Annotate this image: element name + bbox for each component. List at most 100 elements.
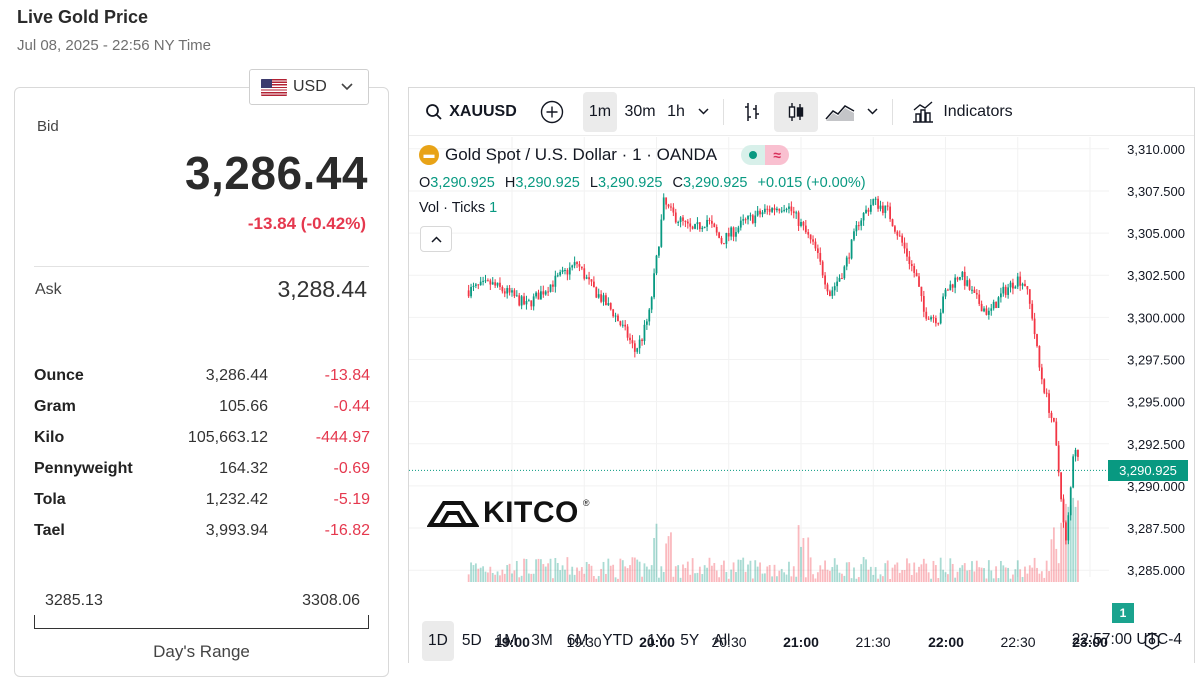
volume-bar <box>573 574 576 582</box>
range-3m-button[interactable]: 3M <box>525 621 559 661</box>
candle-body <box>1036 334 1038 347</box>
volume-bar <box>682 564 684 582</box>
volume-bar <box>732 562 735 582</box>
volume-bar <box>973 571 976 582</box>
candle-body <box>520 296 523 306</box>
candle-body <box>501 286 504 292</box>
candle-body <box>956 277 959 280</box>
candle-body <box>819 252 822 262</box>
volume-bar <box>971 561 973 582</box>
volume-bar <box>865 559 867 582</box>
indicators-icon <box>913 100 934 123</box>
open-value: 3,290.925 <box>430 175 495 191</box>
volume-bar <box>898 572 901 582</box>
volume-bar <box>612 564 615 582</box>
candle-body <box>744 219 747 221</box>
currency-select[interactable]: USD <box>249 69 369 105</box>
volume-bar <box>978 567 981 582</box>
candle-body <box>633 343 636 352</box>
interval-1m-button[interactable]: 1m <box>583 91 617 132</box>
candle-body <box>643 324 646 342</box>
candle-body <box>1040 367 1043 380</box>
candle-body <box>1014 286 1017 289</box>
volume-bar <box>621 560 624 582</box>
plus-circle-icon <box>540 100 564 123</box>
candle-body <box>1033 318 1036 335</box>
volume-bar <box>525 559 528 582</box>
candle-body <box>865 209 867 213</box>
price-tick-label: 3,307.500 <box>1127 184 1185 199</box>
volume-bar <box>884 563 887 582</box>
indicators-button[interactable]: Indicators <box>903 92 1021 132</box>
range-5y-button[interactable]: 5Y <box>674 621 705 661</box>
range-5d-button[interactable]: 5D <box>456 621 488 661</box>
area-chart-type-button[interactable] <box>818 92 862 132</box>
volume-bar <box>658 577 660 582</box>
chart-area[interactable]: 3,310.000 3,307.500 3,305.000 3,302.500 3,30… <box>409 137 1196 650</box>
candle-body <box>506 288 509 294</box>
candle-body <box>898 235 901 237</box>
candle-body <box>658 246 660 256</box>
page-title: Live Gold Price <box>17 7 149 27</box>
candle-body <box>665 197 668 205</box>
range-6m-button[interactable]: 6M <box>561 621 595 661</box>
candle-body <box>826 284 829 292</box>
range-all-button[interactable]: All <box>707 621 736 661</box>
volume-bar <box>537 558 540 582</box>
chart-clock[interactable]: 22:57:00 UTC-4 <box>1071 631 1182 648</box>
compare-symbol-button[interactable] <box>527 92 577 132</box>
interval-1h-button[interactable]: 1h <box>661 92 691 132</box>
candle-body <box>997 297 1000 308</box>
range-1d-button[interactable]: 1D <box>422 621 454 661</box>
candle-body <box>807 232 810 235</box>
candle-body <box>648 309 651 322</box>
candle-body <box>1067 515 1070 541</box>
candle-body <box>595 287 598 298</box>
candle-body <box>474 284 477 286</box>
candle-body <box>472 285 475 287</box>
candle-body <box>771 208 773 212</box>
ask-value: 3,288.44 <box>277 276 367 302</box>
unit-row-tael: Tael 3,993.94 -16.82 <box>34 515 370 546</box>
candle-body <box>855 225 858 232</box>
time-tick-label: 20:30 <box>711 634 747 650</box>
candle-body <box>617 315 619 322</box>
volume-bar <box>744 571 747 582</box>
volume-bar <box>737 559 740 582</box>
market-status-pill[interactable]: ≈ <box>741 145 790 165</box>
candlestick-chart[interactable]: 3,310.000 3,307.500 3,305.000 3,302.500 3,30… <box>409 137 1196 597</box>
search-icon <box>426 103 442 120</box>
collapse-legend-button[interactable] <box>420 226 452 252</box>
candle-body <box>597 294 600 298</box>
candle-body <box>749 215 752 217</box>
candle-body <box>585 277 588 279</box>
candle-body <box>667 204 670 207</box>
volume-bar <box>718 577 721 582</box>
range-ytd-button[interactable]: YTD <box>596 621 639 661</box>
chart-widget: XAUUSD 1m 30m 1h Indicators 3,310.000 <box>408 87 1195 663</box>
volume-bar <box>819 565 822 582</box>
currency-selected: USD <box>293 78 327 95</box>
volume-bar <box>578 571 581 582</box>
gold-coin-icon: ▬ <box>419 145 439 165</box>
candle-body <box>684 220 687 222</box>
bar-chart-type-button[interactable] <box>732 92 772 132</box>
candle-body <box>556 275 559 277</box>
ask-label: Ask <box>35 281 62 298</box>
interval-dropdown-button[interactable] <box>691 92 715 132</box>
range-1m-button[interactable]: 1M <box>490 621 524 661</box>
time-tick-label: 20:00 <box>639 634 675 650</box>
interval-30m-button[interactable]: 30m <box>619 92 661 132</box>
candle-body <box>980 303 983 312</box>
symbol-search-button[interactable]: XAUUSD <box>409 92 527 132</box>
candle-body <box>470 286 472 297</box>
volume-bar <box>850 578 853 582</box>
candles-chart-type-button[interactable] <box>774 91 818 132</box>
candle-body <box>845 257 848 267</box>
volume-bar <box>566 557 569 582</box>
settings-icon[interactable] <box>1142 631 1162 651</box>
candle-body <box>1004 286 1007 295</box>
candle-body <box>629 337 631 341</box>
chart-type-dropdown-button[interactable] <box>862 92 882 132</box>
range-1y-button[interactable]: 1Y <box>641 621 672 661</box>
